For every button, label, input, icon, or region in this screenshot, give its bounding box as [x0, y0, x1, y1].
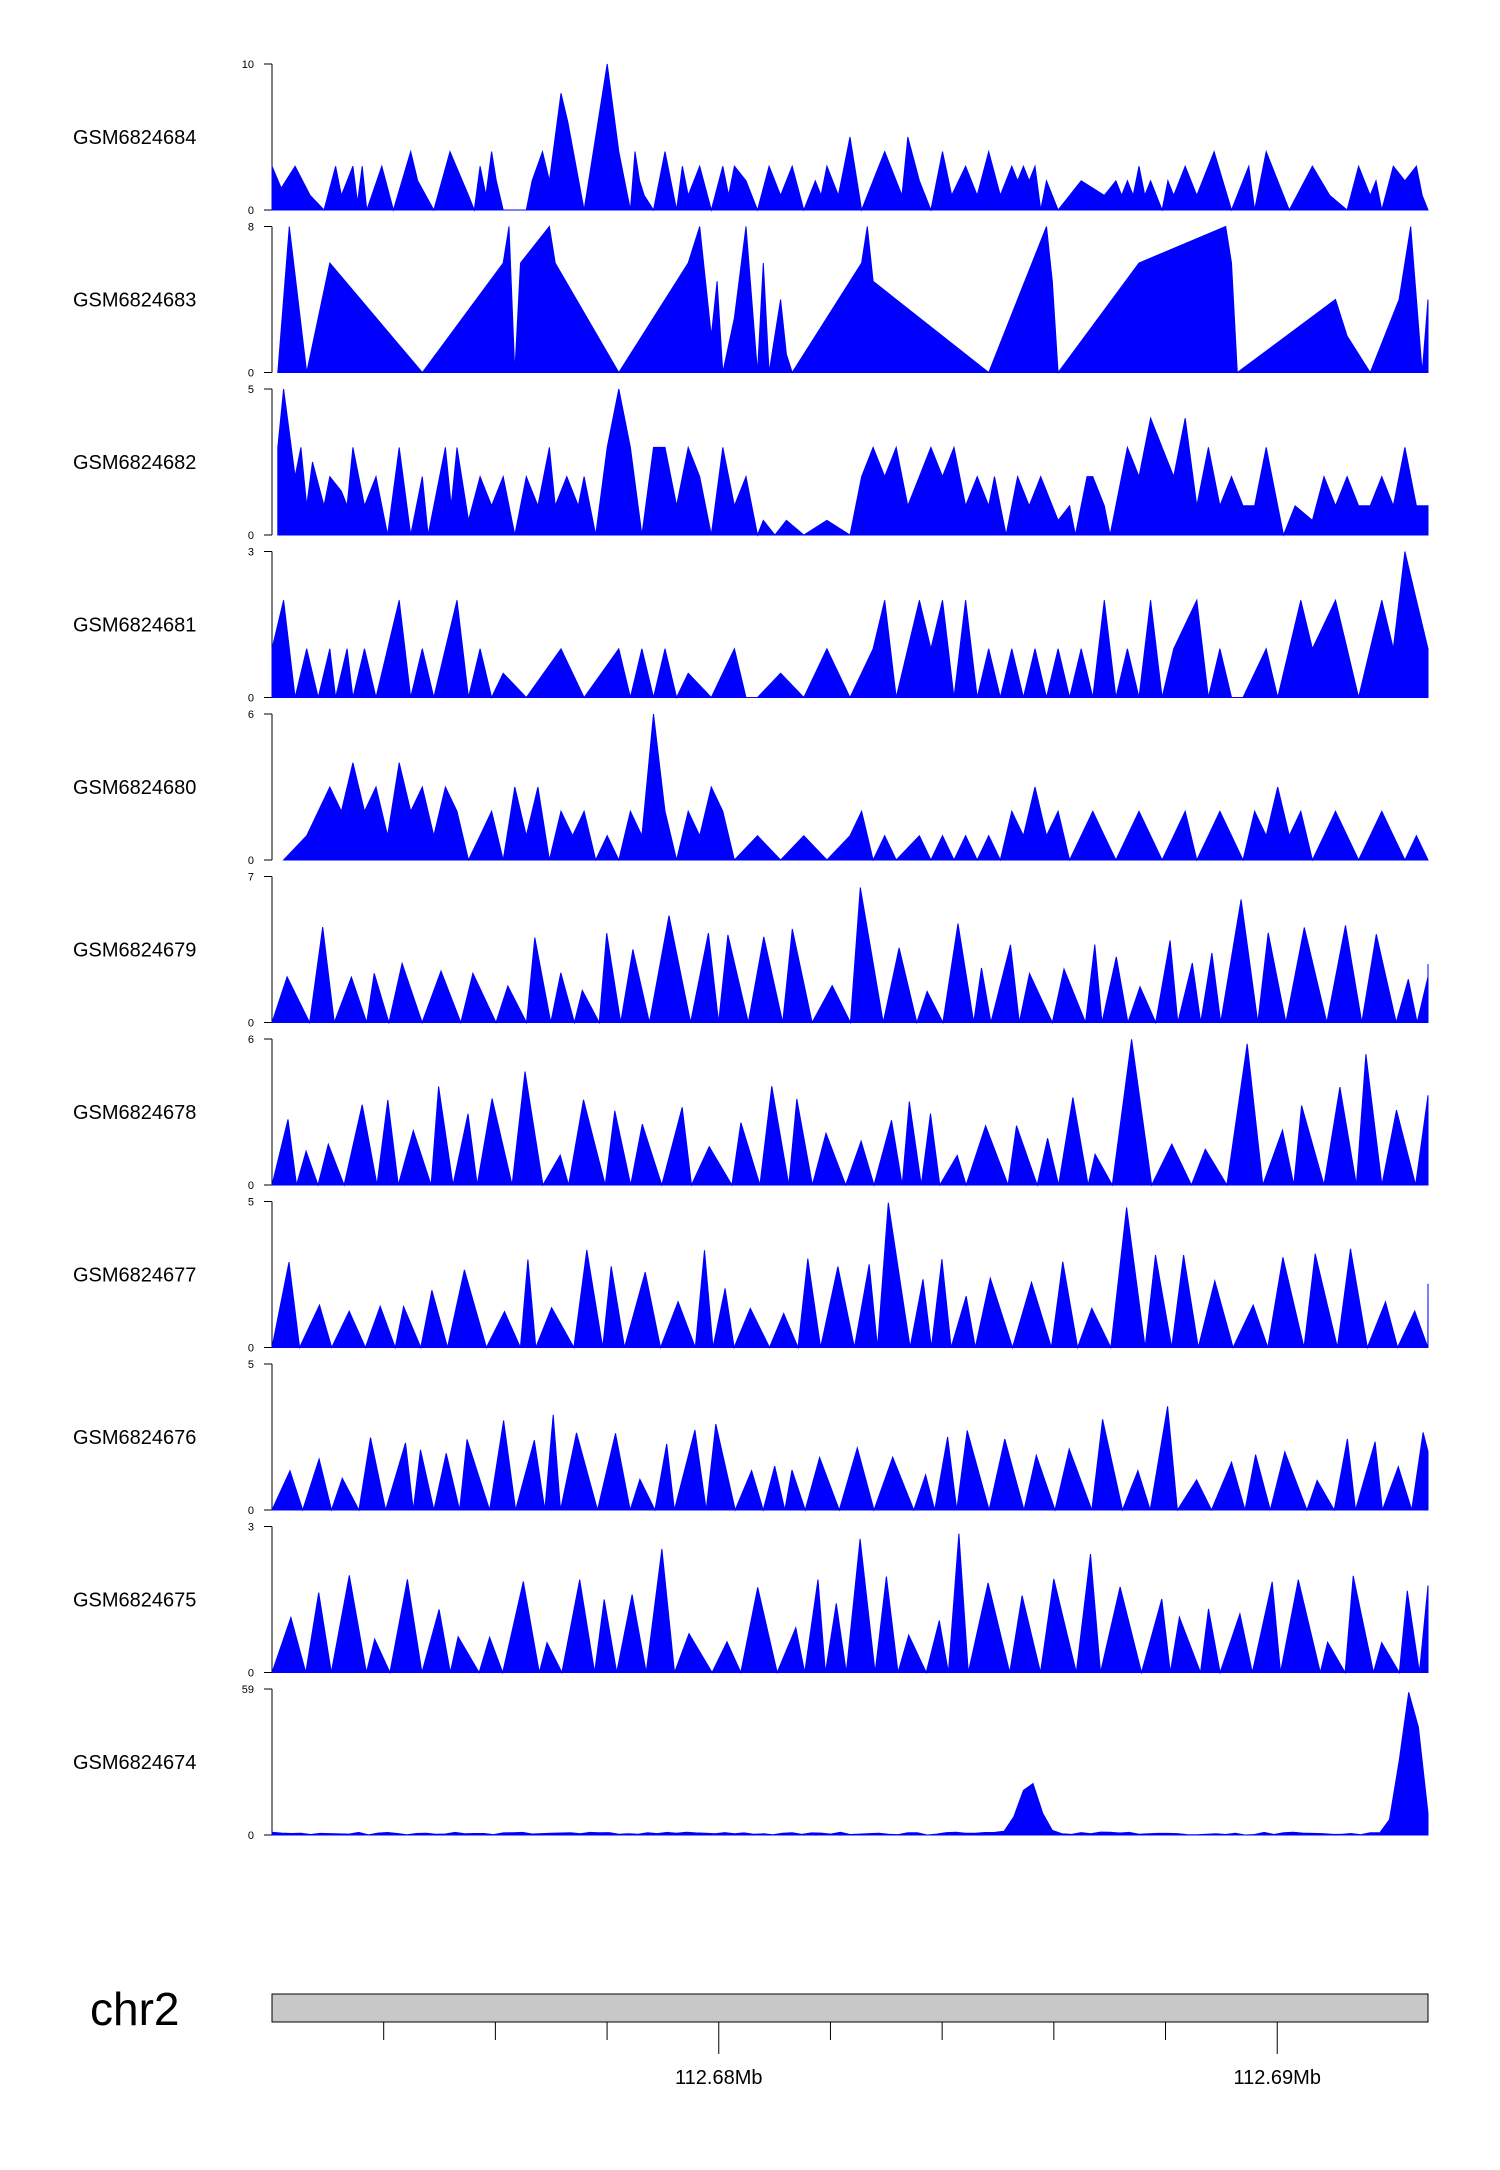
track-label: GSM6824682 [73, 452, 196, 474]
coverage-area-GSM6824681 [271, 551, 1429, 699]
track-label: GSM6824674 [73, 1752, 196, 1774]
track-GSM6824680: GSM6824680 6 0 [73, 709, 1429, 867]
coverage-area-GSM6824674 [271, 1692, 1429, 1836]
y-tick-label-min: 0 [248, 530, 254, 542]
coverage-area-GSM6824678 [271, 1039, 1429, 1187]
y-tick-label-min: 0 [248, 368, 254, 380]
track-GSM6824682: GSM6824682 5 0 [73, 384, 1429, 542]
y-tick-label-max: 10 [242, 59, 254, 71]
track-label: GSM6824681 [73, 615, 196, 637]
y-tick-label-min: 0 [248, 1668, 254, 1680]
track-label: GSM6824677 [73, 1265, 196, 1287]
track-GSM6824684: GSM6824684 10 0 [73, 59, 1429, 217]
coverage-area-GSM6824684 [271, 63, 1429, 212]
track-label: GSM6824678 [73, 1102, 196, 1124]
track-GSM6824683: GSM6824683 8 0 [73, 222, 1429, 380]
track-label: GSM6824676 [73, 1427, 196, 1449]
track-label: GSM6824679 [73, 940, 196, 962]
y-tick-label-min: 0 [248, 1505, 254, 1517]
track-GSM6824674: GSM6824674 59 0 [73, 1684, 1429, 1842]
y-tick-label-max: 6 [248, 709, 254, 721]
x-tick-label: 112.69Mb [1233, 2067, 1320, 2089]
track-GSM6824676: GSM6824676 5 0 [73, 1359, 1429, 1517]
coverage-area-GSM6824677 [271, 1202, 1429, 1350]
y-tick-label-max: 3 [248, 1522, 254, 1534]
coverage-area-GSM6824675 [271, 1533, 1429, 1675]
track-GSM6824681: GSM6824681 3 0 [73, 547, 1429, 705]
tracks-group: GSM6824684100GSM682468380GSM682468250GSM… [73, 59, 1429, 1842]
y-tick-label-min: 0 [248, 1830, 254, 1842]
track-GSM6824675: GSM6824675 3 0 [73, 1522, 1429, 1680]
y-tick-label-max: 59 [242, 1684, 254, 1696]
y-tick-label-max: 5 [248, 1197, 254, 1209]
x-tick-label: 112.68Mb [675, 2067, 762, 2089]
y-tick-label-max: 8 [248, 222, 254, 234]
y-tick-label-max: 5 [248, 384, 254, 396]
coverage-area-GSM6824682 [277, 388, 1429, 537]
track-label: GSM6824680 [73, 777, 196, 799]
coverage-area-GSM6824676 [271, 1406, 1429, 1512]
y-tick-label-min: 0 [248, 855, 254, 867]
genomic-x-axis: 112.68Mb 112.69Mb [383, 2022, 1321, 2089]
track-GSM6824677: GSM6824677 5 0 [73, 1197, 1429, 1355]
y-tick-label-min: 0 [248, 1018, 254, 1030]
track-GSM6824679: GSM6824679 7 0 [73, 872, 1429, 1030]
y-tick-label-max: 7 [248, 872, 254, 884]
chromosome-bar [271, 1993, 1429, 2023]
y-tick-label-min: 0 [248, 205, 254, 217]
coverage-area-GSM6824683 [277, 225, 1429, 374]
track-label: GSM6824684 [73, 127, 196, 149]
y-tick-label-min: 0 [248, 693, 254, 705]
chromosome-ideogram: chr2 [90, 1983, 1429, 2035]
track-label: GSM6824675 [73, 1590, 196, 1612]
track-label: GSM6824683 [73, 290, 196, 312]
y-tick-label-max: 3 [248, 547, 254, 559]
y-tick-label-max: 6 [248, 1034, 254, 1046]
chromosome-label: chr2 [90, 1983, 179, 2035]
track-GSM6824678: GSM6824678 6 0 [73, 1034, 1429, 1192]
coverage-area-GSM6824679 [271, 887, 1429, 1025]
y-tick-label-min: 0 [248, 1180, 254, 1192]
y-tick-label-max: 5 [248, 1359, 254, 1371]
y-tick-label-min: 0 [248, 1343, 254, 1355]
coverage-area-GSM6824680 [282, 713, 1429, 862]
